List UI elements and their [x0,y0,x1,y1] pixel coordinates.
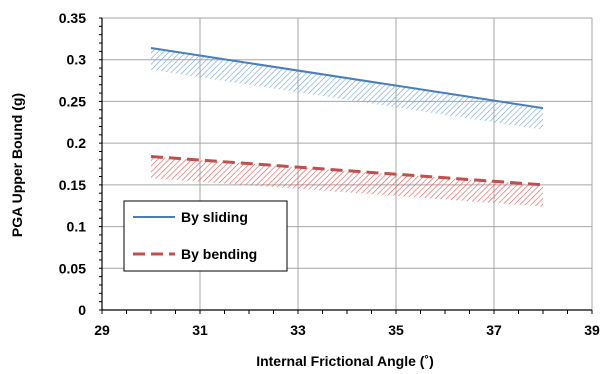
series-line-sliding [150,47,544,110]
y-tick-label: 0.25 [59,93,86,109]
tick-labels: 29 31 33 35 37 39 0 0.05 0.1 0.15 0.2 0.25 0.3 0.35 [59,10,600,338]
y-tick-label: 0 [78,302,86,318]
y-tick-label: 0.2 [67,135,87,151]
y-axis-title: PGA Upper Bound (g) [9,93,25,237]
x-tick-label: 37 [486,322,502,338]
y-tick-label: 0.3 [67,52,87,68]
x-tick-label: 35 [388,322,404,338]
legend-label: By sliding [181,209,248,225]
y-tick-label: 0.1 [67,219,87,235]
uncertainty-bands [151,48,543,207]
y-tick-label: 0.15 [59,177,86,193]
x-tick-label: 29 [94,322,110,338]
band-bending [151,156,543,207]
x-tick-label: 33 [290,322,306,338]
x-tick-label: 39 [584,322,600,338]
y-tick-label: 0.35 [59,10,86,26]
legend-box [123,200,288,272]
x-tick-label: 31 [192,322,208,338]
legend: By sliding By bending [123,200,288,272]
legend-label: By bending [181,246,257,262]
band-sliding [151,48,543,130]
y-tick-label: 0.05 [59,260,86,276]
series-line-bending [150,154,544,187]
x-axis-title: Internal Frictional Angle (˚) [256,353,434,369]
axes [99,17,593,314]
series-lines [150,47,544,187]
